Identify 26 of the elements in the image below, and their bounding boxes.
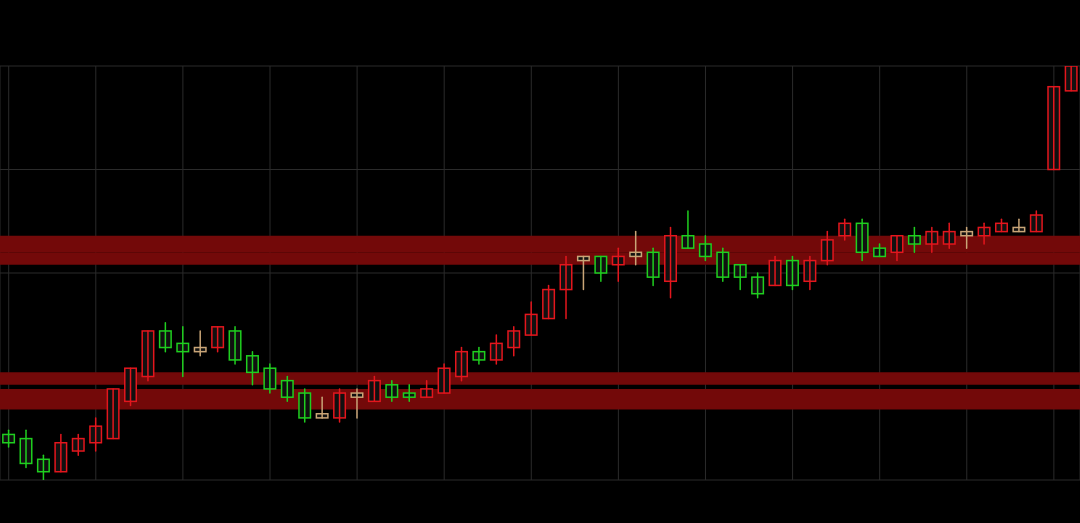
candlestick xyxy=(298,388,312,423)
candlestick xyxy=(664,226,678,299)
candlestick xyxy=(211,326,225,353)
candlestick xyxy=(751,272,765,299)
candlestick xyxy=(333,388,347,423)
candlestick xyxy=(785,255,799,291)
candlestick xyxy=(820,230,834,266)
candlestick xyxy=(106,388,120,440)
candlestick xyxy=(89,417,103,452)
candlestick xyxy=(489,334,503,365)
candlestick xyxy=(1029,210,1043,233)
candlestick xyxy=(1064,66,1078,92)
candlestick xyxy=(542,284,556,320)
candlestick xyxy=(350,388,364,419)
candlestick xyxy=(1047,85,1061,171)
candlestick xyxy=(454,346,468,382)
candlestick xyxy=(907,226,921,254)
candlestick xyxy=(245,350,259,386)
candlestick xyxy=(315,396,329,419)
candlestick xyxy=(280,375,294,403)
candlestick xyxy=(698,234,712,262)
candlestick xyxy=(158,321,172,353)
candlestick xyxy=(124,367,138,407)
candlestick xyxy=(367,375,381,403)
candlestick xyxy=(402,384,416,403)
candlestick xyxy=(71,433,85,456)
